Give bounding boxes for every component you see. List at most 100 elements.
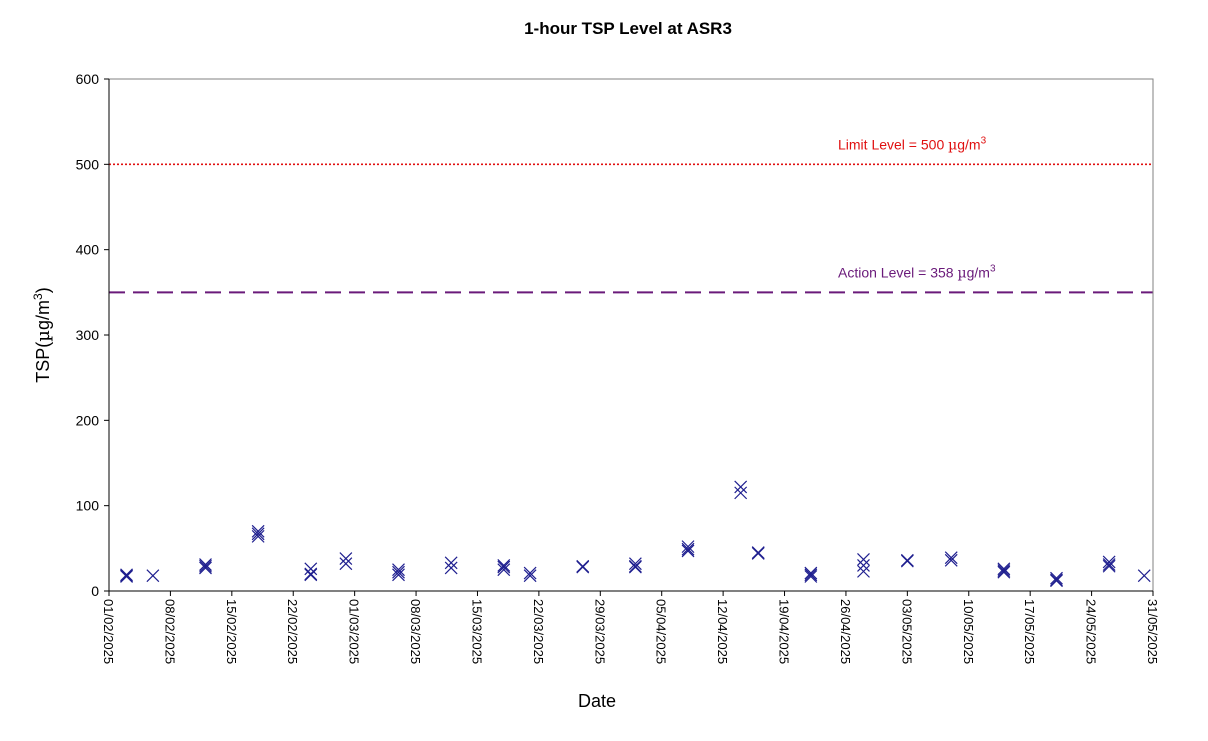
- data-point: [681, 542, 695, 556]
- data-point: [199, 558, 212, 571]
- x-tick-label: 01/02/2025: [101, 599, 116, 664]
- ref-label-unit: g/m: [957, 136, 980, 152]
- data-point: [1102, 555, 1116, 569]
- x-tick-label: 15/02/2025: [224, 599, 239, 664]
- y-tick-label: 300: [76, 327, 100, 343]
- reference-lines: [109, 163, 1153, 294]
- y-tick-label: 100: [76, 498, 100, 514]
- data-point: [146, 569, 160, 583]
- data-point: [681, 540, 695, 554]
- data-point: [120, 568, 133, 582]
- data-point: [944, 551, 958, 565]
- data-point: [1050, 574, 1063, 588]
- data-point: [444, 556, 458, 570]
- data-point: [392, 568, 405, 582]
- ref-label-text: Action Level = 358: [838, 264, 957, 280]
- x-tick-label: 15/03/2025: [469, 599, 484, 664]
- data-point: [628, 557, 642, 571]
- plot-area-border: [108, 78, 1154, 592]
- data-point: [339, 557, 353, 571]
- data-point: [523, 566, 537, 580]
- data-point: [1137, 569, 1151, 583]
- data-point: [900, 554, 914, 568]
- data-point: [734, 480, 748, 494]
- data-point: [523, 569, 537, 583]
- data-point: [944, 553, 958, 567]
- data-point: [392, 563, 405, 577]
- data-point: [681, 544, 695, 558]
- data-point: [339, 552, 353, 565]
- data-point: [857, 553, 870, 566]
- x-tick-label: 29/03/2025: [592, 599, 607, 664]
- data-point: [1102, 559, 1116, 573]
- data-point: [1050, 571, 1063, 585]
- action-level-label: Action Level = 358 µg/m3: [838, 263, 996, 281]
- y-axis-label-main: TSP(: [33, 342, 53, 383]
- y-axis-label-sup: 3: [31, 293, 45, 300]
- y-tick-label: 400: [76, 242, 100, 258]
- y-axis-label-mu: µ: [33, 330, 54, 342]
- x-tick-label: 05/04/2025: [654, 599, 669, 664]
- x-tick-label: 26/04/2025: [838, 599, 853, 664]
- data-point: [251, 527, 265, 541]
- y-axis-label-unit: g/m: [33, 300, 53, 330]
- ref-label-unit: g/m: [967, 264, 990, 280]
- x-axis-ticks: 01/02/2025 08/02/2025 15/02/2025 22/02/2025…: [101, 591, 1160, 664]
- data-point: [497, 563, 511, 577]
- chart-title: 1-hour TSP Level at ASR3: [524, 19, 732, 38]
- data-point: [857, 564, 870, 578]
- y-axis-label-close: ): [33, 287, 53, 293]
- data-point: [734, 486, 748, 500]
- ref-label-mu: µ: [957, 265, 966, 281]
- data-point: [1102, 558, 1116, 571]
- y-tick-label: 600: [76, 71, 100, 87]
- data-point: [199, 561, 212, 575]
- data-point: [120, 570, 133, 583]
- data-point: [251, 524, 265, 538]
- x-tick-label: 08/02/2025: [162, 599, 177, 664]
- data-point: [628, 560, 642, 574]
- y-tick-label: 200: [76, 412, 100, 428]
- data-points: [120, 480, 1151, 588]
- x-tick-label: 19/04/2025: [777, 599, 792, 664]
- data-point: [804, 570, 818, 583]
- data-point: [997, 564, 1011, 577]
- x-tick-label: 24/05/2025: [1084, 599, 1099, 664]
- data-point: [997, 562, 1011, 576]
- limit-level-label: Limit Level = 500 µg/m3: [838, 135, 987, 153]
- data-point: [444, 561, 458, 575]
- x-axis-label: Date: [578, 691, 616, 711]
- x-tick-label: 22/02/2025: [285, 599, 300, 664]
- data-point: [251, 529, 265, 543]
- data-point: [304, 562, 318, 576]
- x-tick-label: 22/03/2025: [531, 599, 546, 664]
- data-point: [1050, 573, 1063, 587]
- data-point: [628, 559, 642, 573]
- data-point: [804, 568, 818, 582]
- x-tick-label: 10/05/2025: [961, 599, 976, 664]
- data-point: [576, 560, 590, 574]
- data-point: [199, 559, 212, 573]
- data-point: [120, 569, 133, 583]
- x-tick-label: 08/03/2025: [408, 599, 423, 664]
- data-point: [997, 565, 1011, 579]
- y-tick-label: 0: [91, 583, 99, 599]
- data-point: [304, 568, 318, 582]
- ref-label-sup: 3: [990, 263, 996, 274]
- ref-label-sup: 3: [981, 135, 987, 146]
- x-tick-label: 31/05/2025: [1145, 599, 1160, 664]
- ref-label-text: Limit Level = 500: [838, 136, 948, 152]
- data-point: [900, 553, 914, 567]
- x-tick-label: 12/04/2025: [715, 599, 730, 664]
- x-tick-label: 17/05/2025: [1022, 599, 1037, 664]
- data-point: [576, 559, 590, 573]
- y-tick-label: 500: [76, 156, 100, 172]
- data-point: [751, 547, 765, 560]
- x-tick-label: 03/05/2025: [899, 599, 914, 664]
- x-tick-label: 01/03/2025: [347, 599, 362, 664]
- data-point: [751, 546, 765, 560]
- data-point: [497, 558, 511, 572]
- y-axis-ticks: 0 100 200 300 400 500 600: [76, 71, 109, 599]
